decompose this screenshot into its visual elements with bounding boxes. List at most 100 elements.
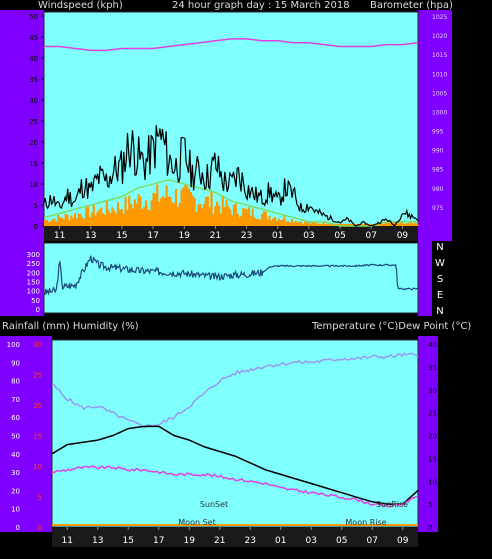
humidity-tick-label: 50	[11, 433, 20, 441]
wind-bar	[158, 201, 161, 226]
wind-bar	[167, 196, 170, 226]
barometer-tick-label: 980	[432, 186, 444, 193]
temperature-tick-label: 30	[428, 387, 437, 395]
temp-time-axis-band	[52, 527, 418, 547]
barometer-line	[44, 38, 419, 52]
wind-bar	[313, 222, 316, 226]
wind-bar	[103, 214, 107, 226]
wind-bar	[105, 201, 108, 226]
windspeed-tick-label: 30	[29, 97, 38, 105]
wind-bar	[330, 223, 333, 226]
wind-bar	[403, 223, 406, 226]
barometer-axis-band	[418, 10, 452, 241]
windspeed-tick-label: 5	[34, 202, 38, 210]
wind-bar	[128, 195, 131, 226]
direction-axis-band	[0, 240, 44, 316]
compass-label: S	[437, 274, 443, 285]
wind-plot-area	[43, 11, 419, 227]
wind-bar	[386, 223, 389, 226]
wind-bar	[290, 219, 294, 226]
wind-bar	[324, 223, 327, 226]
humidity-axis-band	[0, 336, 52, 532]
direction-tick-label: 50	[31, 297, 40, 305]
humidity-tick-label: 100	[7, 341, 20, 349]
windspeed-tick-label: 20	[29, 139, 38, 147]
humidity-plot-area	[51, 339, 419, 528]
wind-bar	[249, 215, 252, 226]
wind-bar	[139, 196, 142, 226]
wind-bar	[244, 208, 247, 226]
time-tick-label: 05	[336, 536, 347, 546]
direction-plot-area	[43, 242, 419, 314]
wind-bar	[311, 221, 314, 226]
rainfall-tick-label: 0	[38, 524, 42, 532]
rainfall-tick-label: 25	[33, 372, 42, 380]
wind-bar	[380, 223, 383, 226]
wind-bar	[87, 206, 90, 226]
windspeed-tick-label: 40	[29, 55, 38, 63]
time-tick-label: 17	[153, 536, 164, 546]
wind-bar	[77, 213, 80, 226]
time-tick-label: 09	[397, 536, 409, 546]
wind-bar	[214, 206, 217, 226]
wind-bar	[414, 222, 417, 226]
moonrise-label: Moon Rise	[345, 518, 386, 527]
rainfall-tick-label: 30	[33, 341, 42, 349]
barometer-axis-title: Barometer (hpa)	[370, 0, 453, 11]
time-tick-label: 01	[272, 231, 283, 241]
time-tick-label: 15	[123, 536, 134, 546]
wind-bar	[296, 222, 299, 226]
wind-bar	[81, 217, 84, 226]
wind-bar	[202, 203, 206, 226]
direction-tick-label: 150	[27, 279, 40, 287]
time-tick-label: 01	[275, 536, 286, 546]
wind-bar	[51, 219, 54, 226]
wind-bar	[141, 208, 144, 226]
wind-bar	[363, 223, 366, 226]
wind-bar	[328, 223, 331, 226]
temperature-axis-band	[418, 336, 438, 532]
wind-bar	[152, 192, 155, 226]
temperature-tick-label: 20	[428, 433, 437, 441]
temperature-tick-label: 35	[428, 364, 437, 372]
wind-bar	[251, 208, 254, 226]
wind-bar	[115, 213, 118, 226]
temperature-tick-label: 10	[428, 478, 437, 486]
moonset-label: Moon Set	[178, 518, 215, 527]
wind-bar	[180, 189, 183, 226]
time-tick-label: 13	[92, 536, 103, 546]
wind-bar	[73, 213, 77, 226]
wind-bar	[238, 217, 241, 226]
wind-bar	[322, 222, 325, 226]
wind-bar	[64, 214, 67, 226]
humidity-tick-label: 80	[11, 378, 20, 386]
barometer-tick-label: 1020	[432, 33, 447, 40]
barometer-tick-label: 1015	[432, 52, 447, 59]
windspeed-tick-label: 50	[29, 13, 38, 21]
wind-bar	[242, 208, 245, 226]
wind-bar	[255, 219, 258, 226]
wind-bar	[85, 207, 88, 226]
wind-bar	[195, 211, 198, 226]
humidity-tick-label: 20	[11, 487, 20, 495]
wind-bar	[404, 223, 408, 226]
compass-label: N	[436, 306, 443, 317]
temperature-line	[51, 425, 419, 505]
wind-bar	[154, 193, 157, 226]
wind-bar	[199, 203, 202, 226]
wind-bar	[231, 215, 234, 226]
rain-humidity-axis-title: Rainfall (mm) Humidity (%)	[2, 321, 139, 332]
wind-bar	[178, 203, 181, 226]
barometer-tick-label: 995	[432, 129, 444, 136]
wind-bar	[156, 184, 159, 226]
wind-bar	[378, 223, 381, 226]
direction-tick-label: 100	[27, 288, 40, 296]
wind-bar	[189, 192, 193, 226]
wind-bar	[79, 214, 82, 226]
wind-bar	[122, 214, 125, 226]
windspeed-tick-label: 10	[29, 181, 38, 189]
wind-bar	[49, 220, 52, 226]
wind-bar	[365, 223, 368, 226]
wind-bar	[227, 206, 230, 226]
